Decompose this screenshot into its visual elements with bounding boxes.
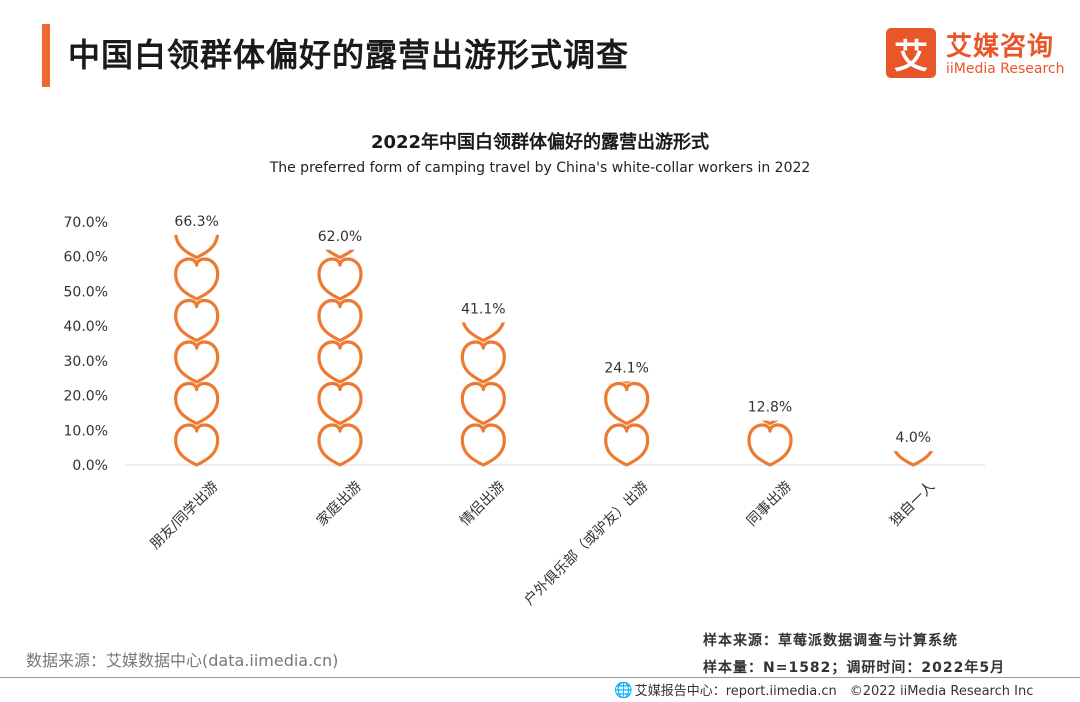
logo-en-text: iiMedia Research: [946, 61, 1065, 77]
y-tick-label: 30.0%: [64, 354, 108, 370]
category-label: 同事出游: [744, 479, 795, 530]
heart-icon: [174, 234, 220, 260]
y-tick-label: 0.0%: [72, 458, 108, 474]
title-accent-bar: [42, 24, 50, 87]
heart-icon: [460, 381, 506, 426]
heart-icon: [324, 249, 356, 260]
footer-divider: [0, 677, 1080, 678]
logo-cn-text: 艾媒咨询: [946, 32, 1055, 62]
y-tick-label: 10.0%: [64, 423, 108, 439]
heart-icon: [461, 322, 505, 343]
category-label: 户外俱乐部（或驴友）出游: [521, 478, 652, 609]
data-label: 12.8%: [748, 400, 792, 416]
heart-icon: [174, 257, 220, 301]
data-label: 4.0%: [896, 430, 932, 446]
y-tick-label: 20.0%: [64, 389, 108, 405]
bar: [747, 342, 793, 467]
y-tick-label: 40.0%: [64, 319, 108, 335]
category-label: 家庭出游: [313, 478, 365, 530]
heart-icon: [317, 340, 363, 384]
footer-text: 艾媒报告中心：report.iimedia.cn ©2022 iiMedia R…: [634, 684, 1034, 699]
page-title: 中国白领群体偏好的露营出游形式调查: [68, 36, 630, 74]
data-label: 24.1%: [604, 360, 648, 376]
globe-icon: 🌐: [614, 681, 633, 699]
heart-icon: [460, 340, 506, 384]
logo-mark: 艾: [886, 28, 936, 78]
heart-icon: [747, 423, 793, 467]
heart-icon: [604, 381, 650, 426]
bar: [604, 301, 650, 467]
heart-icon: [317, 257, 363, 301]
heart-icon: [761, 420, 779, 426]
chart-title: 2022年中国白领群体偏好的露营出游形式: [370, 132, 710, 153]
heart-icon: [604, 423, 650, 467]
category-label: 情侣出游: [457, 479, 508, 530]
bar: [892, 384, 934, 467]
heart-icon: [460, 423, 506, 467]
heart-icon: [319, 176, 361, 216]
heart-icon: [317, 381, 363, 426]
heart-icon: [462, 259, 504, 299]
heart-icon: [892, 384, 934, 424]
data-label: 62.0%: [318, 229, 362, 245]
y-tick-label: 70.0%: [64, 215, 108, 231]
y-tick-label: 50.0%: [64, 284, 108, 300]
heart-icon: [749, 342, 791, 382]
heart-icon: [317, 423, 363, 467]
y-tick-label: 60.0%: [64, 250, 108, 266]
bar: [460, 259, 506, 467]
sample-source: 样本来源：草莓派数据调查与计算系统: [703, 633, 958, 649]
heart-icon: [176, 176, 218, 216]
heart-icon: [174, 381, 220, 426]
heart-icon: [174, 423, 220, 467]
data-label: 41.1%: [461, 301, 505, 317]
data-label: 66.3%: [174, 214, 218, 230]
category-label: 朋友/同学出游: [147, 479, 221, 553]
bar-chart: 0.0% 10.0% 20.0% 30.0% 40.0% 50.0% 60.0% 70.0% 6…: [64, 176, 985, 609]
heart-icon: [174, 340, 220, 384]
bar: [174, 176, 220, 467]
data-source: 数据来源：艾媒数据中心(data.iimedia.cn): [26, 651, 339, 670]
chart-subtitle: The preferred form of camping travel by …: [269, 160, 811, 176]
heart-icon: [174, 298, 220, 343]
heart-icon: [606, 301, 648, 341]
bar: [317, 176, 363, 467]
footer: 🌐 艾媒报告中心：report.iimedia.cn ©2022 iiMedia …: [614, 680, 1033, 699]
heart-icon: [317, 298, 363, 343]
sample-size: 样本量：N=1582；调研时间：2022年5月: [703, 660, 1006, 676]
iimedia-logo: 艾 艾媒咨询 iiMedia Research: [886, 28, 1076, 82]
category-label: 独自一人: [887, 479, 938, 530]
heart-icon: [621, 381, 632, 384]
heart-icon: [893, 451, 934, 467]
